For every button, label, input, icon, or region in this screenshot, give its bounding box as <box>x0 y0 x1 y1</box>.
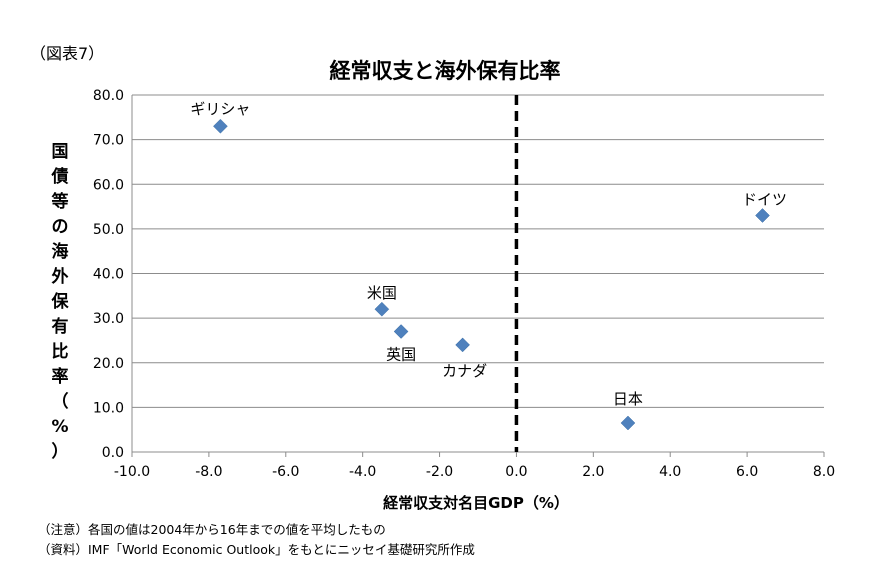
axes <box>131 95 824 453</box>
point-label: ギリシャ <box>190 100 250 118</box>
point-label: カナダ <box>442 362 487 380</box>
point-label: ドイツ <box>742 190 787 208</box>
data-point <box>455 337 470 353</box>
note-source: （資料）IMF「World Economic Outlook」をもとにニッセイ基… <box>38 542 475 557</box>
y-axis-label-char: 国 <box>52 142 69 162</box>
x-tick-label: -6.0 <box>272 464 299 480</box>
y-axis-label-char: 有 <box>52 316 69 337</box>
figure-label: （図表7） <box>30 44 105 63</box>
y-tick-label: 80.0 <box>93 88 124 104</box>
x-tick-label: -2.0 <box>426 464 453 480</box>
x-tick-label: 2.0 <box>582 464 604 480</box>
data-point <box>374 301 390 317</box>
y-axis-label-char: 比 <box>52 341 69 362</box>
data-point <box>620 415 636 431</box>
y-tick-label: 50.0 <box>93 222 124 238</box>
x-tick-label: 0.0 <box>505 464 527 480</box>
x-tick-label: -4.0 <box>349 464 376 480</box>
y-tick-label: 20.0 <box>93 356 124 372</box>
y-tick-label: 60.0 <box>93 177 124 193</box>
grid-lines <box>132 94 824 408</box>
y-tick-label: 0.0 <box>102 445 124 461</box>
point-label: 英国 <box>386 346 416 364</box>
x-tick-label: 4.0 <box>659 464 681 480</box>
y-tick-label: 30.0 <box>93 311 124 327</box>
point-label: 米国 <box>367 284 397 302</box>
x-axis-label: 経常収支対名目GDP（%） <box>383 494 569 512</box>
y-axis-label-char: 海 <box>52 241 69 262</box>
chart-title: 経常収支と海外保有比率 <box>330 59 561 83</box>
y-axis-label-char: 保 <box>51 291 70 312</box>
note-caution: （注意）各国の値は2004年から16年までの値を平均したもの <box>38 522 386 537</box>
x-tick-label: -10.0 <box>114 464 150 480</box>
y-axis-label-char: （ <box>52 391 69 412</box>
y-tick-label: 40.0 <box>93 267 124 283</box>
y-axis-label-char: 等 <box>52 191 69 212</box>
data-point <box>213 118 228 134</box>
y-axis-label-char: 率 <box>52 366 69 387</box>
y-tick-label: 10.0 <box>93 400 124 416</box>
y-axis-label-char: 外 <box>52 266 69 287</box>
notes: （注意）各国の値は2004年から16年までの値を平均したもの （資料）IMF「W… <box>38 520 475 560</box>
y-tick-labels: 0.0 10.0 20.0 30.0 40.0 50.0 60.0 70.0 80.0 <box>93 88 124 461</box>
x-tick-labels: -10.0 -8.0 -6.0 -4.0 -2.0 0.0 2.0 4.0 6.0 8.0 <box>114 452 835 480</box>
data-points <box>213 118 770 431</box>
y-tick-label: 70.0 <box>93 133 124 149</box>
y-axis-label-char: ） <box>52 441 69 462</box>
x-tick-label: 8.0 <box>813 464 835 480</box>
x-tick-label: 6.0 <box>736 464 758 480</box>
y-axis-label-char: の <box>52 217 69 237</box>
x-tick-label: -8.0 <box>195 464 222 480</box>
y-axis-label-char: 債 <box>51 166 69 187</box>
point-label: 日本 <box>613 390 643 408</box>
data-point <box>393 324 409 339</box>
y-axis-label-char: % <box>51 417 68 437</box>
data-point <box>755 208 770 223</box>
